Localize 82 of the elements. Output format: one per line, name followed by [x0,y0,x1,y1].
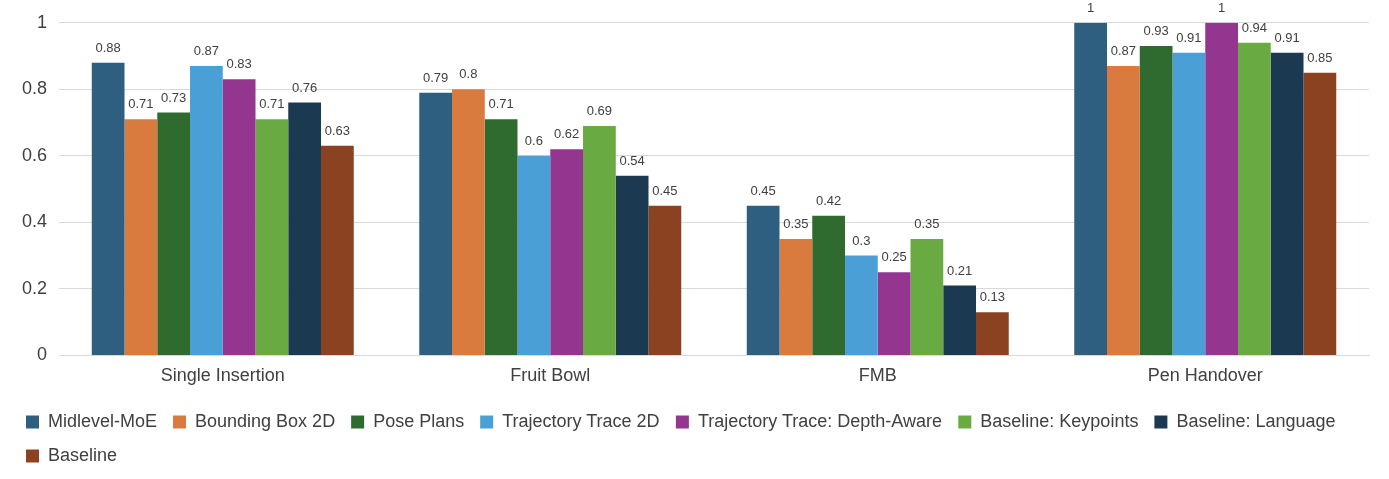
legend-label: Baseline: Language [1176,410,1336,431]
data-label: 0.87 [1110,43,1137,59]
bar [190,66,223,355]
data-label: 0.71 [128,96,154,112]
legend-label: Midlevel-MoE [48,410,158,431]
data-label: 0.21 [946,262,973,278]
bar [157,112,191,355]
bar [615,175,649,355]
x-tick-label: Pen Handover [1147,365,1263,386]
bar [1107,66,1140,355]
legend-label: Baseline [48,444,118,465]
bar [877,272,911,355]
bar [779,238,813,355]
x-tick-label: FMB [858,365,897,386]
data-label: 0.35 [783,216,809,232]
data-label: 0.91 [1176,29,1202,45]
y-tick-label: 0.2 [21,277,48,298]
bar [517,155,551,355]
data-label: 0.94 [1241,19,1268,35]
bar [452,89,485,355]
bar [845,255,878,355]
y-tick-label: 0.4 [21,211,48,232]
y-tick-label: 0 [37,344,48,365]
y-tick-label: 0.6 [21,144,48,165]
bar [1238,42,1271,355]
data-label: 0.13 [979,289,1006,305]
data-label: 1 [1218,0,1226,15]
bar [321,145,354,355]
data-label: 0.63 [324,122,351,138]
bar [550,149,584,355]
bar [484,119,518,355]
legend-label: Trajectory Trace: Depth-Aware [697,410,942,431]
data-label: 0.3 [852,232,871,248]
bar [91,62,125,355]
data-label: 0.87 [193,43,220,59]
bar [1172,52,1206,355]
bar [1205,22,1238,355]
data-label: 0.25 [881,249,907,265]
data-label: 0.85 [1307,49,1333,65]
bar [419,92,453,355]
bar [288,102,322,355]
bar [943,285,977,355]
data-label: 0.45 [750,182,776,198]
data-label: 0.71 [259,96,285,112]
data-label: 0.8 [459,66,478,82]
data-label: 0.6 [524,132,543,148]
data-label: 0.42 [815,192,842,208]
y-tick-label: 0.8 [21,78,48,99]
bar [255,119,289,355]
bar [583,125,616,355]
legend-label: Pose Plans [373,410,465,431]
bar [1270,52,1304,355]
data-label: 0.69 [586,102,613,118]
bar [746,205,780,355]
data-label: 0.45 [652,182,678,198]
data-label: 0.91 [1274,29,1300,45]
data-label: 0.83 [226,56,252,72]
x-tick-label: Single Insertion [160,365,285,386]
data-label: 0.79 [422,69,449,85]
data-label: 0.62 [553,126,580,142]
legend-label: Bounding Box 2D [195,410,336,431]
data-label: 0.93 [1143,23,1169,39]
bar [910,238,944,355]
bar [648,205,682,355]
legend-label: Trajectory Trace 2D [502,410,660,431]
bar [222,79,256,355]
bar [1303,72,1337,355]
legend-label: Baseline: Keypoints [980,410,1139,431]
data-label: 1 [1087,0,1095,15]
y-tick-label: 1 [37,11,48,32]
data-label: 0.76 [291,79,318,95]
x-tick-label: Fruit Bowl [510,365,591,386]
bar [1139,46,1173,355]
data-label: 0.88 [95,39,121,55]
data-label: 0.71 [488,96,514,112]
bar [812,215,846,355]
data-label: 0.73 [160,89,187,105]
bar [976,312,1009,355]
bar [124,119,158,355]
bar [1074,22,1107,355]
data-label: 0.54 [619,152,645,168]
data-label: 0.35 [914,216,940,232]
